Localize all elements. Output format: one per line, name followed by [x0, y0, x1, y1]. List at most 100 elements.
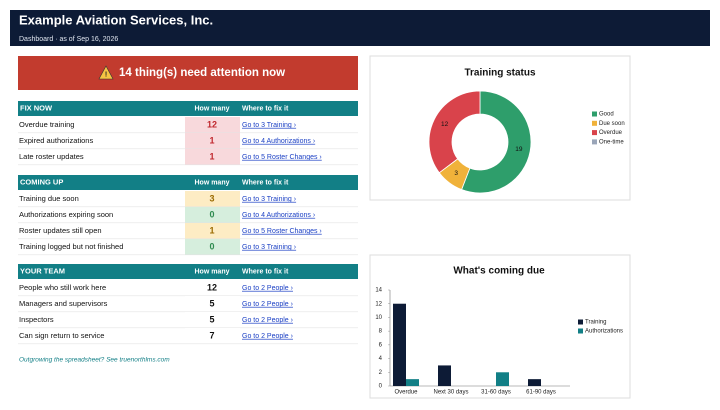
row-label: People who still work here — [19, 283, 106, 292]
row-link[interactable]: Go to 2 People › — [242, 301, 294, 308]
legend-swatch — [592, 120, 597, 126]
section-title: FIX NOW — [20, 103, 53, 112]
slice-label: 19 — [515, 146, 523, 153]
row-label: Late roster updates — [19, 152, 84, 161]
count-cell — [185, 280, 240, 296]
row-count: 12 — [207, 282, 217, 292]
count-cell — [185, 296, 240, 312]
legend-label: Due soon — [599, 121, 625, 127]
row-count: 12 — [207, 119, 217, 129]
row-count: 1 — [209, 151, 214, 161]
count-cell — [185, 133, 240, 149]
count-cell — [185, 117, 240, 133]
y-tick-label: 8 — [379, 329, 383, 335]
row-count: 3 — [209, 193, 214, 203]
y-tick-label: 12 — [375, 301, 382, 307]
column-header: Where to fix it — [242, 105, 289, 112]
legend-label: Overdue — [599, 130, 623, 136]
svg-text:!: ! — [105, 71, 107, 78]
legend-swatch — [592, 130, 597, 136]
legend-swatch — [578, 328, 583, 334]
row-link[interactable]: Go to 3 Training › — [242, 196, 297, 203]
row-label: Expired authorizations — [19, 136, 93, 145]
bar — [438, 365, 451, 386]
section-title: YOUR TEAM — [20, 266, 65, 275]
legend-swatch — [592, 111, 597, 117]
row-link[interactable]: Go to 4 Authorizations › — [242, 212, 316, 219]
y-tick-label: 4 — [379, 356, 383, 362]
row-count: 1 — [209, 225, 214, 235]
legend-label: Authorizations — [585, 329, 623, 335]
alert-banner — [18, 56, 358, 90]
count-cell — [185, 191, 240, 207]
company-title: Example Aviation Services, Inc. — [19, 12, 213, 27]
y-tick-label: 10 — [375, 315, 382, 321]
legend-label: One-time — [599, 139, 624, 145]
chart-title: Training status — [464, 68, 536, 79]
count-cell — [185, 223, 240, 239]
legend-label: Good — [599, 112, 614, 118]
count-cell — [185, 328, 240, 344]
y-tick-label: 0 — [379, 384, 383, 390]
row-count: 5 — [209, 298, 214, 308]
row-count: 7 — [209, 330, 214, 340]
x-tick-label: Overdue — [394, 390, 418, 396]
legend-swatch — [578, 319, 583, 325]
row-label: Inspectors — [19, 315, 54, 324]
x-tick-label: 61-90 days — [526, 390, 556, 396]
y-tick-label: 6 — [379, 342, 383, 348]
bar — [496, 372, 509, 386]
row-count: 5 — [209, 314, 214, 324]
x-tick-label: 31-60 days — [481, 390, 511, 396]
row-label: Training due soon — [19, 194, 79, 203]
count-cell — [185, 239, 240, 255]
row-link[interactable]: Go to 3 Training › — [242, 244, 297, 251]
count-cell — [185, 149, 240, 165]
column-header: How many — [194, 268, 229, 275]
row-link[interactable]: Go to 2 People › — [242, 333, 294, 340]
slice-label: 12 — [441, 121, 449, 128]
y-tick-label: 14 — [375, 288, 382, 294]
row-count: 0 — [209, 209, 214, 219]
subtitle: Dashboard · as of Sep 16, 2026 — [19, 36, 118, 43]
section-header — [18, 175, 358, 190]
legend-swatch — [592, 139, 597, 145]
alert-text: 14 thing(s) need attention now — [119, 67, 285, 79]
donut-slice — [428, 90, 481, 174]
header-bar — [10, 10, 710, 46]
x-tick-label: Next 30 days — [433, 390, 468, 396]
section-header — [18, 101, 358, 116]
row-label: Training logged but not finished — [19, 242, 123, 251]
row-label: Can sign return to service — [19, 331, 104, 340]
column-header: How many — [194, 179, 229, 186]
y-tick-label: 2 — [379, 370, 383, 376]
count-cell — [185, 207, 240, 223]
section-header — [18, 264, 358, 279]
bar — [393, 303, 406, 386]
slice-label: 3 — [454, 170, 458, 177]
row-label: Authorizations expiring soon — [19, 210, 113, 219]
bar — [406, 379, 419, 386]
row-link[interactable]: Go to 4 Authorizations › — [242, 138, 316, 145]
section-title: COMING UP — [20, 177, 63, 186]
chart-title: What's coming due — [453, 266, 545, 277]
warning-icon: ! — [98, 65, 114, 80]
row-label: Roster updates still open — [19, 226, 102, 235]
donut-slice — [461, 90, 532, 194]
row-label: Overdue training — [19, 120, 74, 129]
row-label: Managers and supervisors — [19, 299, 108, 308]
row-link[interactable]: Go to 5 Roster Changes › — [242, 228, 322, 235]
column-header: Where to fix it — [242, 179, 289, 186]
legend-label: Training — [585, 320, 606, 326]
row-link[interactable]: Go to 2 People › — [242, 285, 294, 292]
bar — [528, 379, 541, 386]
row-link[interactable]: Go to 3 Training › — [242, 122, 297, 129]
row-count: 0 — [209, 241, 214, 251]
row-link[interactable]: Go to 5 Roster Changes › — [242, 154, 322, 161]
row-link[interactable]: Go to 2 People › — [242, 317, 294, 324]
count-cell — [185, 312, 240, 328]
column-header: Where to fix it — [242, 268, 289, 275]
column-header: How many — [194, 105, 229, 112]
footer-note: Outgrowing the spreadsheet? See truenort… — [19, 357, 170, 364]
